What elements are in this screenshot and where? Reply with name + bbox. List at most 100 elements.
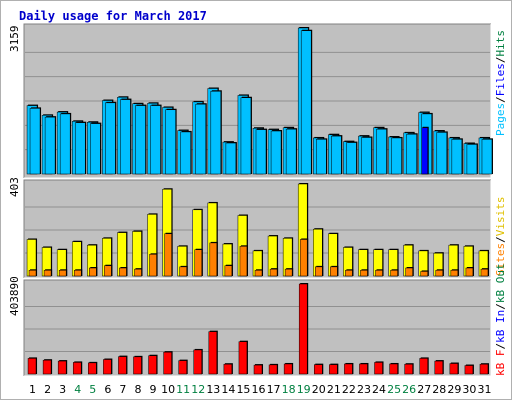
middle-panel-bevel-dark [23, 179, 491, 278]
x-tick-label: 13 [206, 383, 220, 396]
x-tick-label: 23 [357, 383, 371, 396]
middle-panel-bevel-light [24, 180, 492, 279]
kbytes-bar [72, 362, 82, 375]
kbytes-bar [88, 362, 97, 375]
sites-bar [43, 270, 52, 277]
x-tick-labels: 1 2 3 4 5 6 7 8 9 10 11 12 13 14 15 16 17 18 19 20 21 22 23 24 2… [29, 383, 491, 396]
sites-bar [224, 265, 233, 277]
x-tick-label: 22 [342, 383, 356, 396]
x-tick-label: 4 [74, 383, 81, 396]
files-bar [240, 97, 252, 175]
x-tick-label: 6 [104, 383, 111, 396]
legend-middle: Sites/Visits [494, 197, 507, 277]
sites-bar [405, 267, 413, 277]
files-bar [285, 128, 297, 175]
files-bar [481, 139, 493, 175]
x-tick-label: 27 [417, 383, 431, 396]
legend-kb-f: kB F [494, 350, 507, 377]
x-tick-label: 20 [312, 383, 326, 396]
x-tick-label: 16 [252, 383, 266, 396]
files-bar [74, 122, 86, 175]
kbytes-bar [374, 362, 383, 375]
x-tick-label: 11 [176, 383, 190, 396]
x-tick-label: 24 [372, 383, 386, 396]
sites-bar [360, 270, 368, 277]
kbytes-bar [314, 364, 323, 375]
kbytes-bar [464, 365, 474, 375]
x-tick-label: 30 [462, 383, 476, 396]
sites-bar [239, 246, 248, 277]
files-bar [180, 131, 191, 175]
sites-bar [254, 270, 263, 277]
files-bar [135, 105, 146, 175]
x-tick-label: 31 [477, 383, 491, 396]
legend-bottom: kB F/kB In/kB Out [494, 263, 507, 376]
kbytes-bar [479, 363, 489, 375]
files-bar [451, 139, 463, 175]
bottom-panel-bevel-light [24, 280, 492, 377]
x-tick-label: 3 [59, 383, 66, 396]
files-bar [29, 108, 41, 175]
files-bar [59, 113, 71, 175]
chart-title: Daily usage for March 2017 [19, 9, 207, 23]
sites-bar [375, 270, 383, 277]
legend-kb-out: kB Out [494, 263, 507, 303]
files-bar [195, 103, 206, 175]
files-bar [44, 116, 56, 175]
legend-top: Pages/Files/Hits [494, 30, 507, 136]
x-tick-label: 26 [402, 383, 416, 396]
sites-bar [134, 268, 142, 277]
sites-bar [164, 233, 172, 277]
kbytes-bar [178, 360, 187, 375]
sites-bar [390, 270, 398, 277]
legend-hits: Hits [494, 30, 507, 57]
x-tick-label: 14 [221, 383, 235, 396]
kbytes-bar [163, 351, 172, 375]
sites-bar [89, 267, 97, 277]
sites-bar [480, 268, 489, 277]
kbytes-bar [118, 356, 127, 375]
pages-bar [421, 127, 428, 175]
files-bar [331, 135, 342, 175]
files-bar [391, 137, 402, 175]
kbytes-bar [268, 364, 278, 375]
bottom-panel-bg [24, 280, 491, 376]
kbytes-bar [253, 364, 263, 375]
sites-bar [209, 242, 218, 277]
files-bar [255, 129, 267, 175]
sites-bar [299, 239, 308, 277]
kbytes-bar [57, 360, 67, 375]
sites-bar [465, 267, 474, 277]
kbytes-bar [329, 364, 338, 375]
x-tick-label: 7 [119, 383, 126, 396]
bottom-max-label: 403890 [8, 276, 21, 316]
legend-separator: / [494, 96, 507, 103]
x-tick-label: 1 [29, 383, 36, 396]
kbytes-bar [103, 359, 112, 375]
kbytes-bar [344, 363, 353, 375]
x-tick-label: 29 [447, 383, 461, 396]
kbytes-bar [389, 363, 398, 375]
files-bar [225, 142, 237, 175]
sites-bar [28, 270, 37, 277]
sites-bar [194, 249, 202, 277]
legend-pages: Pages [494, 103, 507, 136]
top-panel-bevel-dark [23, 23, 491, 178]
bottom-panel-bevel-dark [23, 279, 491, 376]
x-tick-label: 2 [44, 383, 51, 396]
files-bar [210, 91, 222, 175]
sites-bar [149, 254, 157, 277]
kbytes-bar [419, 358, 428, 375]
kbytes-bar [298, 283, 308, 375]
sites-bar [179, 266, 187, 277]
legend-kb-in: kB In [494, 310, 507, 343]
top-panel-bevel-light [24, 24, 492, 179]
x-tick-label: 15 [236, 383, 250, 396]
files-bar [90, 123, 101, 175]
kbytes-bar [133, 356, 142, 375]
legend-separator: / [494, 57, 507, 64]
files-bar [150, 105, 161, 175]
sites-bar [104, 265, 112, 277]
